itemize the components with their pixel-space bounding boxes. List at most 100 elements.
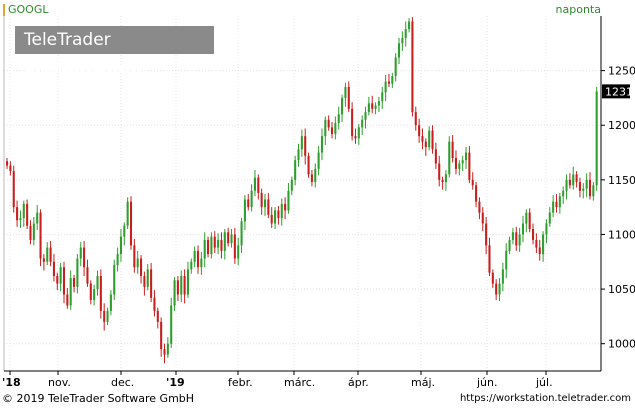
candle-body xyxy=(143,275,146,287)
candle-body xyxy=(468,152,471,180)
candle-body xyxy=(548,212,551,224)
candle-body xyxy=(89,283,92,300)
candle-body xyxy=(384,81,387,93)
candle-body xyxy=(488,245,491,273)
candle-body xyxy=(361,119,364,128)
candle-body xyxy=(394,57,397,77)
candle-body xyxy=(341,97,344,115)
candle-body xyxy=(592,185,595,197)
candle-body xyxy=(525,212,528,224)
candle-body xyxy=(106,310,109,322)
date-tick-label: márc. xyxy=(284,376,315,389)
candle-body xyxy=(471,179,474,186)
candle-body xyxy=(505,250,508,270)
candle-body xyxy=(233,234,236,259)
candle-body xyxy=(451,141,454,158)
candle-body xyxy=(29,225,32,240)
candle-body xyxy=(290,179,293,191)
candle-body xyxy=(280,203,283,219)
date-tick-label: febr. xyxy=(228,376,253,389)
candle-body xyxy=(69,278,72,306)
candle-body xyxy=(575,174,578,183)
candle-body xyxy=(408,21,411,30)
candle-body xyxy=(93,289,96,300)
candle-body xyxy=(250,190,253,208)
candle-body xyxy=(176,280,179,295)
candle-body xyxy=(438,163,441,180)
candle-body xyxy=(237,245,240,259)
candle-body xyxy=(351,108,354,137)
candle-body xyxy=(391,76,394,84)
candle-body xyxy=(357,127,360,139)
candle-body xyxy=(260,192,263,208)
candle-body xyxy=(200,258,203,268)
candle-body xyxy=(66,294,69,306)
candle-body xyxy=(12,171,15,208)
candle-body xyxy=(83,247,86,268)
date-tick-label: máj. xyxy=(411,376,435,389)
candle-body xyxy=(126,201,129,226)
date-tick-label: nov. xyxy=(48,376,71,389)
price-tick-label: 1200 xyxy=(608,119,635,132)
candle-body xyxy=(52,261,55,276)
candle-body xyxy=(397,43,401,58)
candle-body xyxy=(166,343,169,355)
candle-body xyxy=(277,210,280,219)
candle-body xyxy=(542,234,545,255)
candle-body xyxy=(434,149,437,164)
candle-body xyxy=(521,223,525,235)
candle-body xyxy=(327,119,330,128)
candle-body xyxy=(99,275,102,311)
candle-body xyxy=(86,267,89,284)
source-link[interactable]: https://workstation.teletrader.com xyxy=(459,393,631,404)
candle-body xyxy=(552,201,555,213)
candle-body xyxy=(146,269,149,287)
candle-body xyxy=(578,182,581,191)
candle-body xyxy=(377,101,380,106)
candle-body xyxy=(73,278,76,287)
candle-body xyxy=(347,87,350,109)
candle-body xyxy=(562,190,565,197)
candle-body xyxy=(123,225,126,237)
candle-body xyxy=(531,229,535,240)
candle-body xyxy=(458,163,461,169)
candle-body xyxy=(230,234,233,244)
candle-body xyxy=(511,232,514,240)
candle-body xyxy=(572,174,575,186)
candle-body xyxy=(401,37,404,44)
candle-body xyxy=(62,267,66,295)
candle-body xyxy=(116,254,119,266)
candle-body xyxy=(22,203,25,219)
candle-body xyxy=(478,201,481,213)
candle-body xyxy=(585,179,588,189)
candle-body xyxy=(495,283,498,295)
candle-body xyxy=(334,123,337,134)
candle-body xyxy=(294,160,297,180)
candle-body xyxy=(213,236,216,248)
candle-body xyxy=(501,269,504,284)
candle-body xyxy=(76,258,79,287)
candle-body xyxy=(119,236,122,255)
candle-body xyxy=(555,201,558,208)
candle-body xyxy=(387,81,391,84)
candle-body xyxy=(307,155,310,175)
candle-body xyxy=(535,239,538,248)
candle-body xyxy=(324,119,327,137)
candle-body xyxy=(133,245,136,268)
candle-body xyxy=(344,87,347,98)
candle-body xyxy=(491,272,494,284)
candle-body xyxy=(19,218,22,221)
price-tick-label: 1050 xyxy=(608,283,635,296)
candle-body xyxy=(186,269,189,295)
period-label[interactable]: naponta xyxy=(555,3,601,16)
candle-body xyxy=(310,174,313,183)
date-tick-label: '19 xyxy=(166,376,185,389)
candle-body xyxy=(481,212,484,224)
candle-body xyxy=(220,239,223,251)
candle-body xyxy=(588,179,592,197)
candle-body xyxy=(173,280,176,306)
candle-body xyxy=(297,149,300,161)
candle-body xyxy=(414,112,417,126)
candle-body xyxy=(444,174,447,183)
candle-body xyxy=(565,179,568,191)
